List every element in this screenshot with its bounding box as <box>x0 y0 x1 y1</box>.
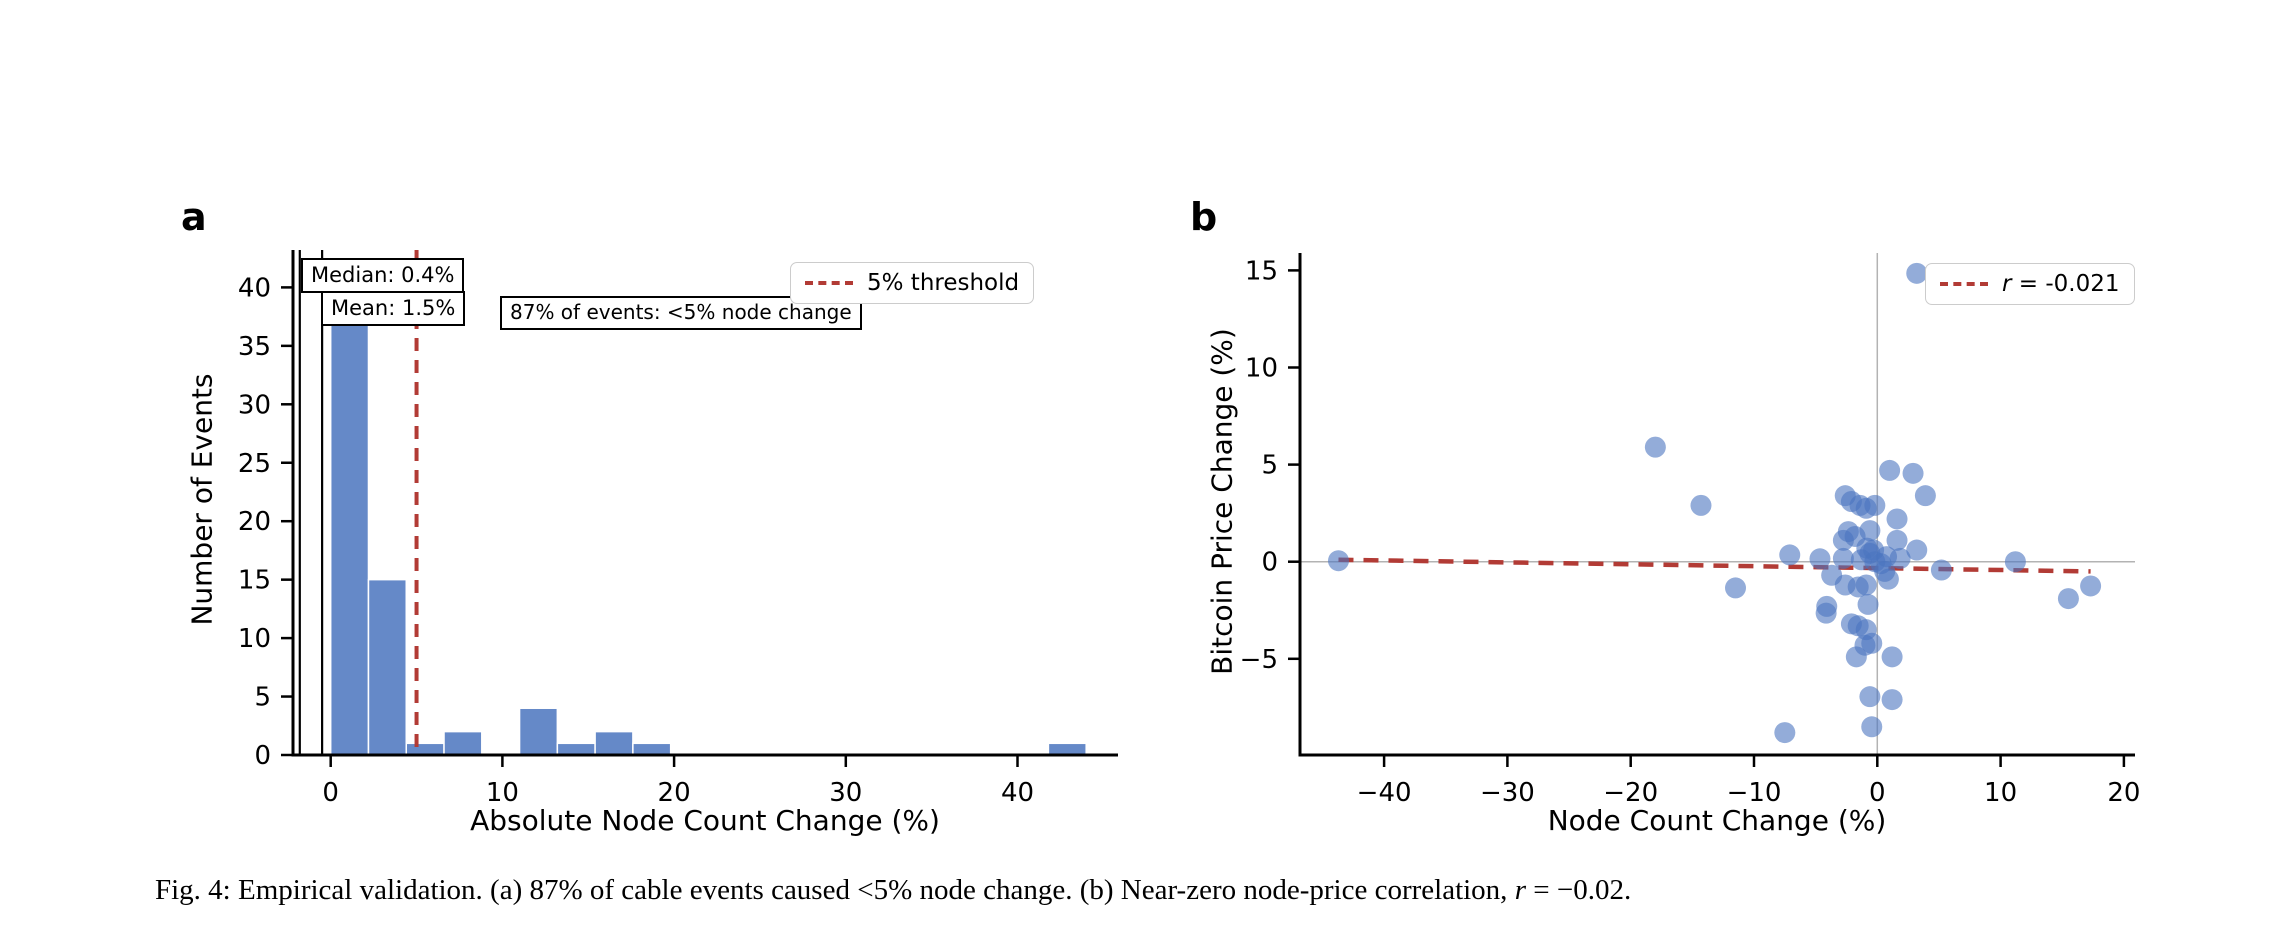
scatter-point <box>1832 547 1854 569</box>
x-tick-label: −20 <box>1603 778 1658 808</box>
scatter-point <box>1886 529 1908 551</box>
median-annotation: Median: 0.4% <box>301 258 465 294</box>
y-tick-label: 5 <box>1261 451 1278 481</box>
red-dashed-line-icon <box>805 281 853 285</box>
scatter-point <box>1906 539 1928 561</box>
y-tick-label: 20 <box>238 507 271 537</box>
scatter-point <box>1886 508 1908 530</box>
y-tick-label: 15 <box>1245 256 1278 286</box>
x-tick-label: 0 <box>1869 778 1886 808</box>
y-tick-label: 25 <box>238 449 271 479</box>
histogram-bar <box>405 742 445 756</box>
x-tick-label: −30 <box>1480 778 1535 808</box>
panel-a-legend: 5% threshold <box>790 262 1035 304</box>
scatter-point <box>1815 602 1837 624</box>
scatter-point <box>1809 548 1831 570</box>
scatter-point <box>1779 544 1801 566</box>
x-tick-label: 30 <box>829 778 862 808</box>
x-tick-label: 20 <box>658 778 691 808</box>
histogram-bar <box>367 578 407 756</box>
y-tick-label: 0 <box>1261 548 1278 578</box>
y-tick-label: 35 <box>238 332 271 362</box>
scatter-point <box>2004 551 2026 573</box>
scatter-point <box>1902 462 1924 484</box>
caption-r-value: = −0.02. <box>1525 874 1632 906</box>
scatter-point <box>1857 593 1879 615</box>
scatter-point <box>1881 646 1903 668</box>
scatter-point <box>1879 459 1901 481</box>
scatter-point <box>1859 520 1881 542</box>
y-tick-label: −5 <box>1240 645 1278 675</box>
panel-b-letter: b <box>1190 195 1218 239</box>
mean-annotation: Mean: 1.5% <box>321 291 466 327</box>
y-tick-label: 10 <box>1245 354 1278 384</box>
x-tick-label: −40 <box>1357 778 1412 808</box>
histogram-bar <box>518 707 559 756</box>
r-symbol: r <box>2002 271 2012 297</box>
scatter-point <box>1861 632 1883 654</box>
x-tick-label: 10 <box>1984 778 2017 808</box>
panel-b-ylabel: Bitcoin Price Change (%) <box>1205 328 1239 675</box>
scatter-point <box>1864 494 1886 516</box>
scatter-point <box>1690 494 1712 516</box>
panel-a-xlabel: Absolute Node Count Change (%) <box>470 804 940 837</box>
scatter-point <box>1881 689 1903 711</box>
x-tick-label: 10 <box>486 778 519 808</box>
figure-caption: Fig. 4: Empirical validation. (a) 87% of… <box>155 874 1631 907</box>
r-value: = -0.021 <box>2011 271 2120 297</box>
y-tick-label: 5 <box>254 683 271 713</box>
scatter-point <box>1906 262 1928 284</box>
scatter-point <box>2057 588 2079 610</box>
histogram-bar <box>632 742 672 756</box>
panel-b-legend-label: r = -0.021 <box>2002 271 2120 297</box>
scatter-point <box>1914 485 1936 507</box>
caption-r-symbol: r <box>1514 874 1526 906</box>
scatter-point <box>1832 529 1854 551</box>
scatter-point <box>1859 686 1881 708</box>
scatter-point <box>1845 646 1867 668</box>
histogram-bar <box>1047 742 1087 756</box>
caption-text: Fig. 4: Empirical validation. (a) 87% of… <box>155 874 1515 906</box>
histogram-bar <box>556 742 596 756</box>
y-tick-label: 15 <box>238 566 271 596</box>
scatter-point <box>1889 547 1911 569</box>
scatter-point <box>2080 575 2102 597</box>
panel-a-letter: a <box>181 195 207 239</box>
panel-a-legend-label: 5% threshold <box>867 270 1020 296</box>
y-tick-label: 0 <box>254 741 271 771</box>
scatter-point <box>1877 568 1899 590</box>
histogram-bar <box>329 286 370 756</box>
panel-b-xlabel: Node Count Change (%) <box>1547 804 1887 837</box>
scatter-point <box>1930 559 1952 581</box>
scatter-point <box>1774 722 1796 744</box>
x-tick-label: 0 <box>322 778 339 808</box>
regression-line <box>1338 557 2091 574</box>
x-tick-label: 40 <box>1001 778 1034 808</box>
histogram-bar <box>443 730 483 756</box>
histogram-bar <box>594 730 634 756</box>
red-dashed-line-icon <box>1940 282 1988 286</box>
y-tick-label: 30 <box>238 390 271 420</box>
x-tick-label: −10 <box>1727 778 1782 808</box>
events-annotation: 87% of events: <5% node change <box>500 296 862 330</box>
scatter-point <box>1861 716 1883 738</box>
panel-b-legend: r = -0.021 <box>1925 263 2135 305</box>
scatter-point <box>1644 436 1666 458</box>
scatter-point <box>1855 574 1877 596</box>
scatter-point <box>1725 577 1747 599</box>
y-tick-label: 40 <box>238 273 271 303</box>
panel-a-ylabel: Number of Events <box>185 373 219 626</box>
x-tick-label: 20 <box>2107 778 2140 808</box>
scatter-point <box>1327 550 1349 572</box>
y-tick-label: 10 <box>238 624 271 654</box>
